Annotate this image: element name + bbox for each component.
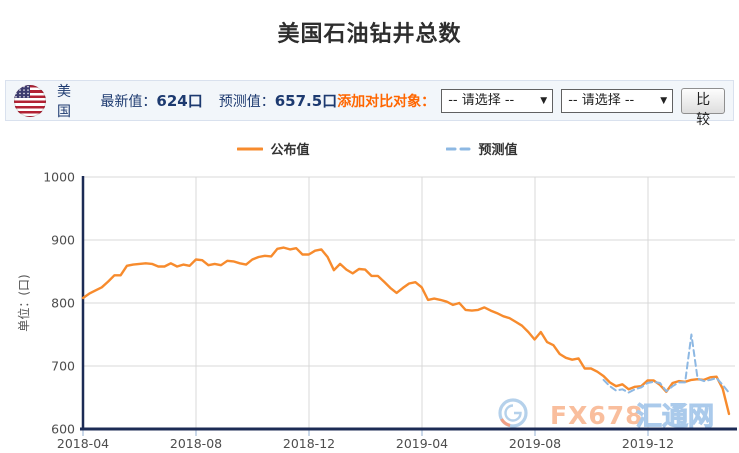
legend-item-published[interactable]: 公布值 xyxy=(237,139,310,158)
axis-labels: 600 700 800 900 1000 2018-04 2018-08 2018-12 201… xyxy=(16,170,674,452)
compare-select-2-wrap: -- 请选择 -- ▼ xyxy=(561,88,674,113)
legend-item-forecast[interactable]: 预测值 xyxy=(445,139,518,158)
watermark-fx678: FX678 xyxy=(550,401,644,430)
latest-value-stat: 最新值：624口 xyxy=(100,90,202,111)
fx678-swirl-logo xyxy=(498,398,528,428)
published-line xyxy=(81,246,731,416)
latest-value: 624口 xyxy=(156,92,203,110)
gridlines xyxy=(83,176,735,429)
y-tick-label: 1000 xyxy=(43,170,75,185)
y-axis-title: 单位：(口) xyxy=(16,274,31,331)
us-flag-icon xyxy=(14,84,46,117)
y-tick-label: 800 xyxy=(51,296,75,311)
watermark-huitong: 汇通网 xyxy=(636,402,714,432)
x-tick-label: 2019-12 xyxy=(622,436,674,451)
legend-label: 公布值 xyxy=(270,143,310,158)
page-title: 美国石油钻井总数 xyxy=(277,22,462,47)
legend-label: 预测值 xyxy=(478,143,518,158)
latest-label: 最新值： xyxy=(100,94,157,110)
axes xyxy=(80,176,737,436)
x-tick-label: 2018-12 xyxy=(283,436,335,451)
y-tick-label: 700 xyxy=(51,359,75,374)
forecast-value-stat: 预测值：657.5口 xyxy=(219,90,337,111)
x-tick-label: 2018-04 xyxy=(57,436,109,451)
x-tick-label: 2019-04 xyxy=(396,436,448,451)
toolbar: 美国 最新值：624口 预测值：657.5口 添加对比对象： -- 请选择 --… xyxy=(5,80,734,128)
compare-controls: 添加对比对象： -- 请选择 -- ▼ -- 请选择 -- ▼ 比较 xyxy=(337,87,725,128)
y-tick-label: 900 xyxy=(51,233,75,248)
add-compare-label: 添加对比对象： xyxy=(337,93,436,110)
country-label: 美国 xyxy=(57,83,71,120)
y-tick-label: 600 xyxy=(51,422,75,437)
forecast-line-swatch xyxy=(445,147,472,150)
forecast-value: 657.5口 xyxy=(274,92,338,110)
x-tick-label: 2018-08 xyxy=(170,436,222,451)
published-line-swatch xyxy=(237,147,264,150)
compare-button[interactable]: 比较 xyxy=(681,87,725,128)
forecast-line xyxy=(602,333,730,394)
compare-select-2[interactable]: -- 请选择 -- xyxy=(561,88,674,113)
chart-legend: 公布值 预测值 xyxy=(0,139,739,158)
x-tick-label: 2019-08 xyxy=(509,436,561,451)
compare-select-1-wrap: -- 请选择 -- ▼ xyxy=(441,88,554,113)
forecast-label: 预测值： xyxy=(218,94,275,110)
compare-select-1[interactable]: -- 请选择 -- xyxy=(441,88,554,113)
